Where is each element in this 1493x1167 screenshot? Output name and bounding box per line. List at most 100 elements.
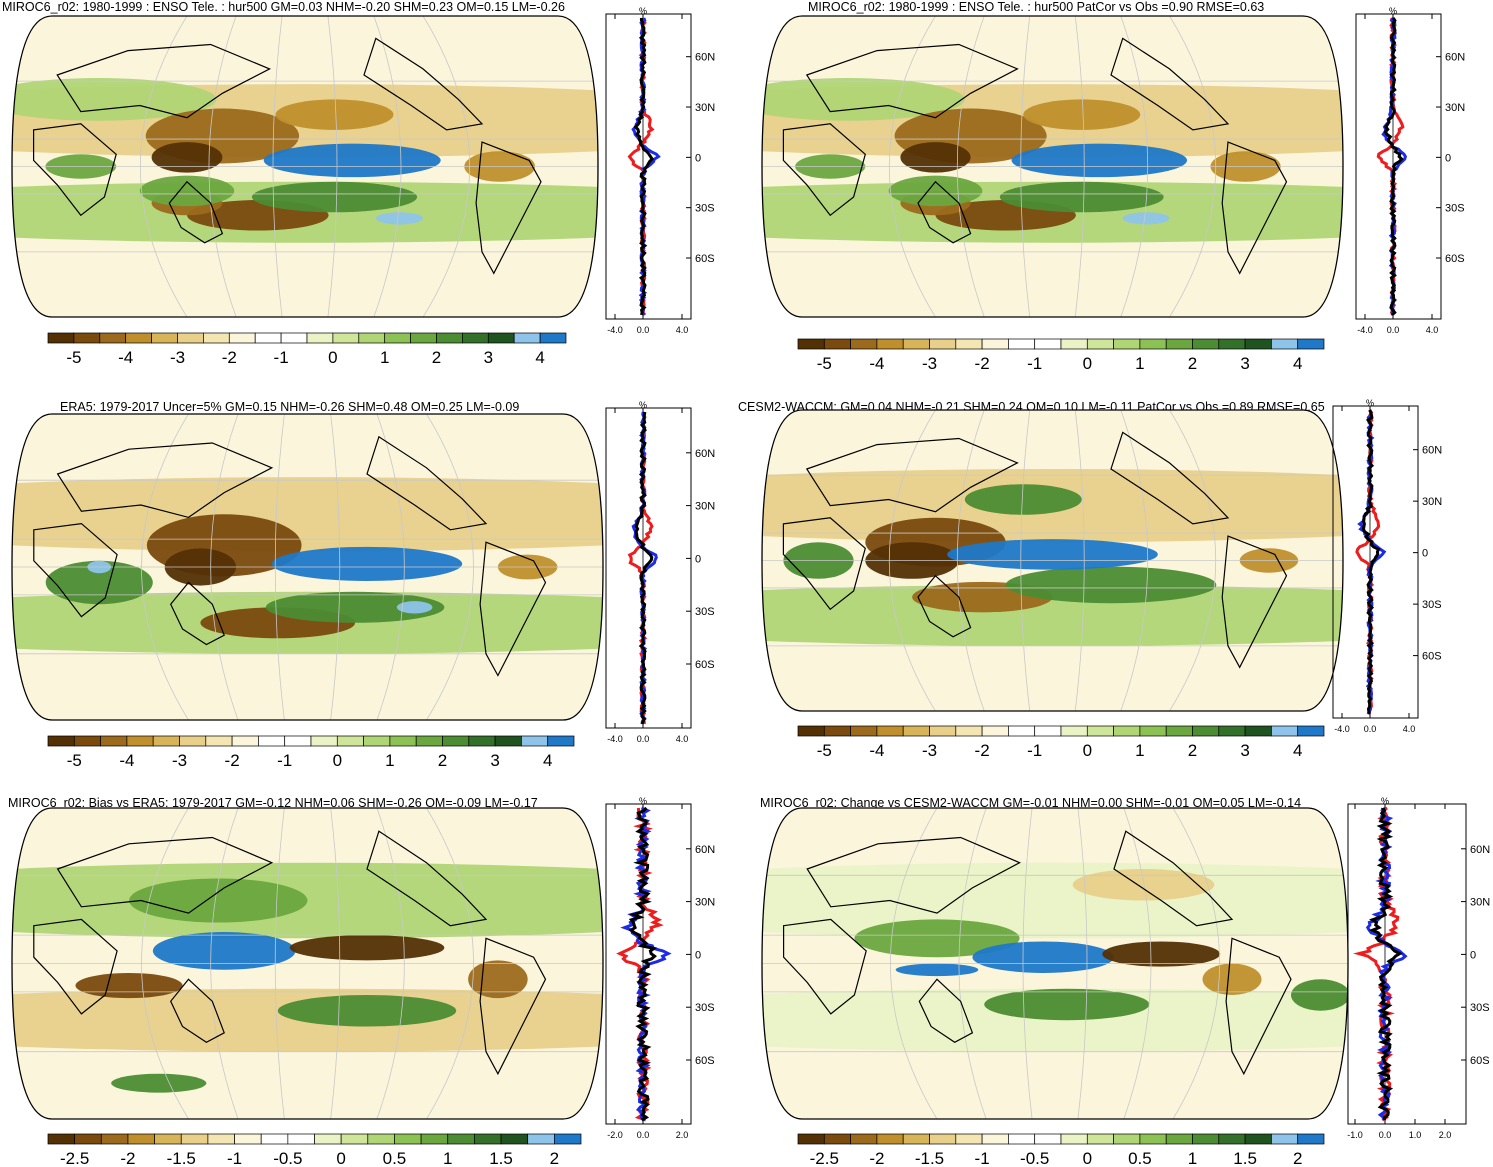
anomaly-region (45, 560, 153, 605)
colorbar-swatch (127, 1133, 155, 1145)
coastline (475, 141, 542, 275)
colorbar-swatch (47, 1133, 75, 1145)
graticule-lon (274, 414, 285, 720)
anomaly-region (277, 995, 457, 1027)
colorbar-swatch (151, 332, 178, 344)
zonal-mean-plot: % -4.0 0.0 4.0 60N 30N 0 30S 60S (1355, 6, 1465, 335)
graticule-lon (330, 808, 341, 1119)
graticule-lon (1020, 16, 1031, 317)
graticule-lon (208, 16, 238, 317)
colorbar-swatch (1086, 1133, 1114, 1145)
zonal-line-black (634, 411, 654, 725)
colorbar-label: -3 (922, 354, 937, 373)
anomaly-region (1291, 979, 1348, 1011)
zonal-line-black (1383, 17, 1404, 317)
zonal-mean-plot: % -1.0 0.0 1.0 2.0 60N 30N 0 30S 60S (1347, 796, 1490, 1140)
colorbar-swatch (384, 332, 411, 344)
colorbar-swatch (336, 735, 364, 747)
graticule-lon (424, 414, 474, 720)
colorbar-label: 0 (336, 1149, 345, 1167)
zonal-ytick: 0 (1422, 548, 1428, 560)
graticule-lon (327, 16, 338, 317)
colorbar-swatch (447, 1133, 475, 1145)
zonal-unit: % (1366, 398, 1374, 408)
zonal-xtick: 2.0 (676, 1130, 689, 1140)
colorbar-swatch (1218, 338, 1246, 350)
anomaly-region (152, 932, 296, 970)
map-border (761, 807, 1349, 1120)
colorbar-label: 0 (1083, 354, 1092, 373)
zonal-ytick: 60N (1445, 52, 1465, 64)
colorbar-label: -1 (227, 1149, 242, 1167)
anomaly-region (289, 935, 445, 961)
coastline (1110, 431, 1230, 525)
colorbar-label: -4 (119, 751, 134, 770)
colorbar-swatch (1113, 1133, 1141, 1145)
colorbar-swatch (410, 332, 437, 344)
zonal-xtick: -4.0 (607, 325, 623, 335)
panel-title: MIROC6_r02: 1980-1999 : ENSO Tele. : hur… (2, 0, 565, 14)
zonal-xtick: -4.0 (1357, 325, 1373, 335)
colorbar-label: 1.5 (1233, 1149, 1257, 1167)
coastline (783, 918, 867, 1015)
colorbar-swatch (74, 1133, 102, 1145)
anomaly-region (972, 941, 1114, 973)
colorbar-swatch (1139, 1133, 1167, 1145)
coastline (363, 37, 484, 131)
anomaly-region (1102, 941, 1221, 967)
zonal-xtick: -2.0 (607, 1130, 623, 1140)
zonal-mean-plot: % -4.0 0.0 4.0 60N 30N 0 30S 60S (605, 400, 715, 744)
colorbar-label: -1.5 (167, 1149, 196, 1167)
colorbar-swatch (1244, 1133, 1272, 1145)
zonal-frame (605, 407, 692, 729)
coastline (1225, 937, 1292, 1076)
coastline (782, 517, 866, 611)
anomaly-region (129, 878, 308, 923)
colorbar-label: 1 (385, 751, 394, 770)
colorbar-label: 0.5 (383, 1149, 407, 1167)
zonal-xtick: 4.0 (676, 325, 689, 335)
colorbar-swatch (1218, 1133, 1246, 1145)
colorbar-label: 0 (333, 751, 342, 770)
zonal-ytick: 0 (695, 553, 701, 565)
anomaly-region (396, 601, 433, 614)
coastline (805, 437, 1019, 513)
colorbar-label: -2 (222, 348, 237, 367)
zonal-ytick: 30N (1470, 897, 1490, 909)
colorbar-swatch (152, 735, 180, 747)
graticule-lon (889, 16, 938, 317)
colorbar-swatch (1034, 1133, 1062, 1145)
colorbar-swatch (180, 1133, 209, 1145)
colorbar-label: -5 (66, 348, 81, 367)
anomaly-region (375, 212, 423, 225)
coastline (169, 581, 225, 646)
colorbar-swatch (231, 735, 259, 747)
colorbar-swatch (823, 338, 851, 350)
colorbar-swatch (394, 1133, 422, 1145)
zonal-ytick: 30S (695, 203, 715, 215)
panel-title: MIROC6_r02: Change vs CESM2-WACCM GM=-0.… (760, 796, 1302, 810)
colorbar-swatch (228, 332, 256, 344)
zonal-frame (1332, 405, 1419, 719)
colorbar-label: -4 (118, 348, 133, 367)
anomaly-region (762, 862, 1348, 939)
colorbar-swatch (287, 1133, 315, 1145)
graticule-lon (1020, 410, 1031, 711)
graticule-lon (375, 414, 405, 720)
colorbar-label: 0 (328, 348, 337, 367)
anomaly-region (251, 181, 418, 213)
coastline (479, 541, 547, 677)
zonal-ytick: 60S (695, 659, 715, 671)
map-border (761, 15, 1344, 318)
map-border (11, 413, 604, 721)
anomaly-region (1122, 212, 1170, 225)
zonal-ytick: 60S (695, 253, 715, 265)
colorbar-swatch (1165, 1133, 1193, 1145)
coastline (366, 830, 488, 927)
zonal-ytick: 0 (695, 152, 701, 164)
coastline (1113, 830, 1234, 927)
anomaly-region (947, 539, 1158, 570)
colorbar-swatch (100, 1133, 129, 1145)
colorbar-label: 1 (1135, 741, 1144, 760)
coastline (168, 180, 224, 244)
